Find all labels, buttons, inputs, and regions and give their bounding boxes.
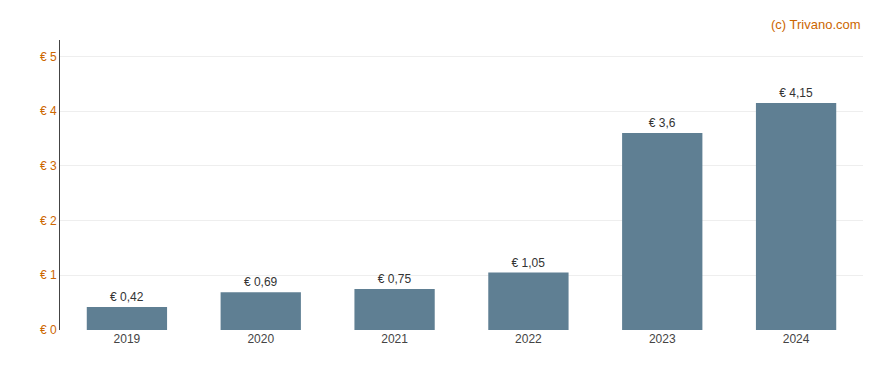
- svg-text:€ 2: € 2: [40, 214, 57, 228]
- svg-text:€ 3: € 3: [40, 159, 57, 173]
- svg-text:€ 0,75: € 0,75: [378, 272, 412, 286]
- svg-text:(c) Trivano.com: (c) Trivano.com: [771, 17, 861, 32]
- svg-text:2020: 2020: [247, 332, 274, 346]
- svg-text:2019: 2019: [114, 332, 141, 346]
- svg-text:€ 0,42: € 0,42: [110, 290, 144, 304]
- svg-text:€ 0: € 0: [40, 323, 57, 337]
- svg-text:2022: 2022: [515, 332, 542, 346]
- svg-text:€ 1,05: € 1,05: [512, 256, 546, 270]
- svg-text:€ 1: € 1: [40, 268, 57, 282]
- svg-text:€ 4,15: € 4,15: [779, 86, 813, 100]
- svg-text:€ 5: € 5: [40, 50, 57, 64]
- svg-text:€ 3,6: € 3,6: [649, 116, 676, 130]
- svg-text:2024: 2024: [783, 332, 810, 346]
- svg-text:€ 0,69: € 0,69: [244, 275, 278, 289]
- svg-text:€ 4: € 4: [40, 104, 57, 118]
- svg-text:2023: 2023: [649, 332, 676, 346]
- svg-text:2021: 2021: [381, 332, 408, 346]
